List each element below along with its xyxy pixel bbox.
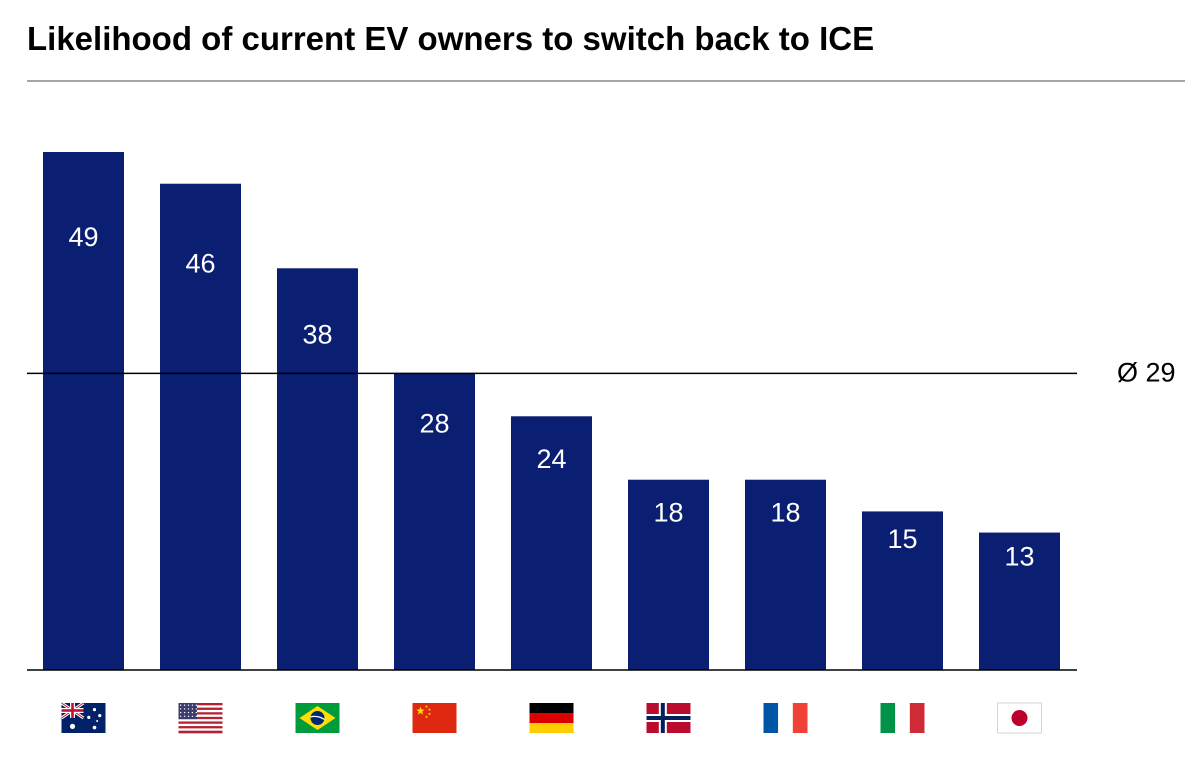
bar-value-label: 15: [887, 524, 917, 554]
bar-germany: [511, 416, 592, 670]
flag-usa-icon: [178, 703, 223, 734]
bar-value-label: 18: [770, 497, 800, 527]
bar-france: [745, 479, 826, 670]
bar-china: [394, 374, 475, 670]
flag-brazil-icon: [295, 703, 340, 733]
bar-usa: [160, 183, 241, 670]
bar-value-label: 38: [302, 320, 332, 350]
bar-australia: [43, 152, 124, 670]
title-divider: [27, 80, 1185, 82]
bar-japan: [979, 532, 1060, 670]
flag-china-icon: [412, 703, 457, 733]
bar-value-label: 18: [653, 497, 683, 527]
chart-title: Likelihood of current EV owners to switc…: [27, 20, 875, 57]
flag-norway-icon: [646, 703, 691, 733]
bar-value-label: 49: [68, 222, 98, 252]
bar-italy: [862, 511, 943, 670]
flag-group: [60, 701, 1042, 734]
flag-germany-icon: [529, 703, 574, 733]
bar-value-label: 13: [1004, 542, 1034, 572]
flag-australia-icon: [60, 701, 106, 733]
flag-japan-icon: [997, 702, 1042, 734]
bar-value-label: 46: [185, 249, 215, 279]
average-label: Ø 29: [1117, 358, 1176, 388]
bar-brazil: [277, 268, 358, 670]
bar-group: 49 46 38 28 24 18 18 15 13: [43, 152, 1060, 670]
bar-value-label: 24: [536, 444, 566, 474]
bar-value-label: 28: [419, 408, 449, 438]
bar-norway: [628, 479, 709, 670]
flag-italy-icon: [880, 703, 925, 733]
flag-france-icon: [763, 703, 808, 733]
